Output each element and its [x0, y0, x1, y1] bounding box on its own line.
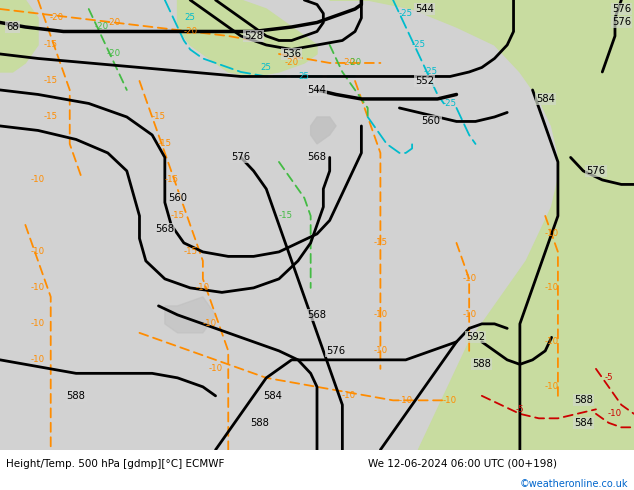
- Text: -20: -20: [348, 58, 362, 68]
- Text: -10: -10: [373, 310, 387, 319]
- Text: -15: -15: [44, 112, 58, 122]
- Text: -10: -10: [462, 310, 476, 319]
- Text: -10: -10: [443, 396, 457, 405]
- Text: -5: -5: [515, 405, 524, 414]
- Text: -10: -10: [31, 247, 45, 256]
- Text: -20: -20: [50, 14, 64, 23]
- Text: 25: 25: [184, 14, 196, 23]
- Text: We 12-06-2024 06:00 UTC (00+198): We 12-06-2024 06:00 UTC (00+198): [368, 459, 557, 469]
- Text: 576: 576: [612, 18, 631, 27]
- Text: 576: 576: [612, 4, 631, 14]
- Text: 536: 536: [282, 49, 301, 59]
- Text: -20: -20: [342, 58, 356, 68]
- Text: -10: -10: [31, 283, 45, 293]
- Text: 568: 568: [307, 152, 327, 163]
- Text: -10: -10: [31, 355, 45, 365]
- Text: 584: 584: [536, 94, 555, 104]
- Text: -10: -10: [202, 319, 216, 328]
- Text: -10: -10: [399, 396, 413, 405]
- Text: -5: -5: [604, 373, 613, 382]
- Text: -10: -10: [373, 346, 387, 355]
- Text: 592: 592: [466, 332, 485, 343]
- Text: -10: -10: [31, 319, 45, 328]
- Text: 544: 544: [307, 85, 327, 95]
- Text: 568: 568: [307, 310, 327, 320]
- Text: -10: -10: [545, 229, 559, 239]
- Text: 528: 528: [244, 31, 263, 41]
- Text: -25: -25: [443, 99, 457, 108]
- Text: -15: -15: [278, 211, 292, 220]
- Text: -20: -20: [183, 27, 197, 36]
- Text: 576: 576: [327, 346, 346, 356]
- Text: -15: -15: [164, 175, 178, 184]
- Text: 25: 25: [299, 72, 310, 81]
- Text: -10: -10: [196, 283, 210, 293]
- Text: -10: -10: [462, 274, 476, 283]
- Text: -10: -10: [545, 382, 559, 392]
- Polygon shape: [178, 0, 317, 76]
- Text: 588: 588: [472, 359, 491, 369]
- Text: 544: 544: [415, 4, 434, 14]
- Text: 584: 584: [263, 391, 282, 401]
- Text: -10: -10: [545, 337, 559, 346]
- Text: 560: 560: [168, 193, 187, 203]
- Text: -20: -20: [107, 49, 121, 58]
- Text: 68: 68: [6, 22, 19, 32]
- Text: -10: -10: [342, 392, 356, 400]
- Text: -20: -20: [94, 23, 108, 31]
- Text: -15: -15: [171, 211, 184, 220]
- Polygon shape: [311, 117, 336, 144]
- Text: -15: -15: [373, 239, 387, 247]
- Text: -15: -15: [152, 112, 165, 122]
- Text: -15: -15: [158, 140, 172, 148]
- Text: 588: 588: [574, 395, 593, 405]
- Text: -10: -10: [209, 365, 223, 373]
- Text: -15: -15: [44, 41, 58, 49]
- Text: ©weatheronline.co.uk: ©weatheronline.co.uk: [519, 479, 628, 489]
- Text: -10: -10: [608, 409, 622, 418]
- Text: -10: -10: [545, 283, 559, 293]
- Text: 25: 25: [261, 63, 272, 72]
- Text: 588: 588: [67, 391, 86, 401]
- Text: 568: 568: [155, 224, 174, 234]
- Text: 584: 584: [574, 418, 593, 428]
- Text: 552: 552: [415, 76, 434, 86]
- Text: -25: -25: [424, 68, 438, 76]
- Text: 560: 560: [422, 117, 441, 126]
- Text: -15: -15: [44, 76, 58, 85]
- Polygon shape: [0, 0, 38, 72]
- Text: -25: -25: [399, 9, 413, 18]
- Text: 576: 576: [586, 166, 605, 176]
- Text: 588: 588: [250, 418, 269, 428]
- Text: Height/Temp. 500 hPa [gdmp][°C] ECMWF: Height/Temp. 500 hPa [gdmp][°C] ECMWF: [6, 459, 224, 469]
- Text: -25: -25: [411, 41, 425, 49]
- Text: -20: -20: [107, 18, 121, 27]
- Text: -15: -15: [183, 247, 197, 256]
- Text: -10: -10: [31, 175, 45, 184]
- Polygon shape: [165, 297, 216, 333]
- Polygon shape: [330, 0, 634, 450]
- Text: -20: -20: [285, 58, 299, 68]
- Text: 576: 576: [231, 152, 250, 163]
